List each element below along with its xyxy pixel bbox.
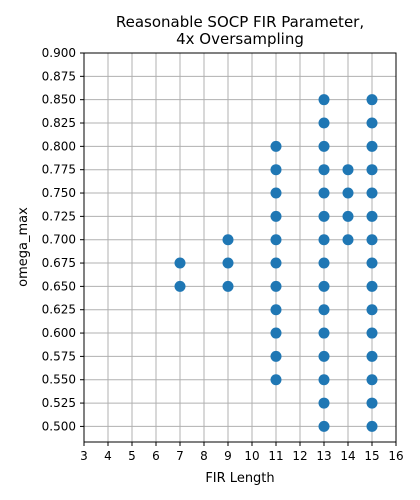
data-point (318, 420, 330, 432)
data-point (366, 420, 378, 432)
data-point (342, 210, 354, 222)
data-point (318, 187, 330, 199)
x-tick-label: 14 (340, 449, 355, 463)
data-point (270, 140, 282, 152)
data-point (270, 304, 282, 316)
y-tick-label: 0.650 (42, 279, 76, 293)
data-point (270, 350, 282, 362)
y-tick-label: 0.875 (42, 69, 76, 83)
y-tick-label: 0.775 (42, 163, 76, 177)
data-point (270, 234, 282, 246)
data-point (318, 397, 330, 409)
data-point (222, 280, 234, 292)
x-tick-label: 4 (104, 449, 112, 463)
data-point (318, 210, 330, 222)
chart-title-line-2: 4x Oversampling (176, 30, 304, 48)
data-point (318, 94, 330, 106)
data-point (366, 257, 378, 269)
x-tick-label: 16 (388, 449, 403, 463)
y-tick-label: 0.625 (42, 303, 76, 317)
data-point (366, 187, 378, 199)
x-tick-label: 5 (128, 449, 136, 463)
x-tick-label: 13 (316, 449, 331, 463)
x-tick-label: 9 (224, 449, 232, 463)
data-point (222, 234, 234, 246)
data-point (270, 374, 282, 386)
y-tick-label: 0.550 (42, 373, 76, 387)
y-tick-label: 0.575 (42, 349, 76, 363)
chart-title-line-1: Reasonable SOCP FIR Parameter, (116, 13, 364, 31)
data-point (342, 234, 354, 246)
data-point (318, 327, 330, 339)
data-point (366, 210, 378, 222)
data-point (366, 304, 378, 316)
data-point (318, 304, 330, 316)
x-tick-label: 8 (200, 449, 208, 463)
y-axis-ticks: 0.500 0.525 0.550 0.575 0.600 0.625 0.650 0.675… (42, 46, 84, 433)
data-point (222, 257, 234, 269)
data-point (366, 140, 378, 152)
data-point (366, 280, 378, 292)
plot-area-frame (83, 52, 397, 443)
y-tick-label: 0.500 (42, 419, 76, 433)
x-tick-label: 10 (244, 449, 259, 463)
data-point (318, 117, 330, 129)
data-points (174, 94, 378, 432)
data-point (270, 257, 282, 269)
data-point (318, 257, 330, 269)
data-point (318, 350, 330, 362)
y-tick-label: 0.800 (42, 139, 76, 153)
x-tick-label: 11 (268, 449, 283, 463)
data-point (366, 164, 378, 176)
y-tick-label: 0.525 (42, 396, 76, 410)
x-tick-label: 7 (176, 449, 184, 463)
data-point (318, 280, 330, 292)
data-point (366, 94, 378, 106)
data-point (174, 257, 186, 269)
x-tick-label: 15 (364, 449, 379, 463)
data-point (270, 164, 282, 176)
data-point (270, 280, 282, 292)
y-tick-label: 0.850 (42, 93, 76, 107)
y-tick-label: 0.750 (42, 186, 76, 200)
data-point (318, 140, 330, 152)
data-point (366, 327, 378, 339)
x-tick-label: 6 (152, 449, 160, 463)
y-tick-label: 0.700 (42, 233, 76, 247)
data-point (318, 234, 330, 246)
y-tick-label: 0.675 (42, 256, 76, 270)
data-point (366, 374, 378, 386)
y-tick-label: 0.725 (42, 209, 76, 223)
data-point (174, 280, 186, 292)
y-tick-label: 0.825 (42, 116, 76, 130)
data-point (366, 234, 378, 246)
data-point (342, 187, 354, 199)
y-axis-label: omega_max (16, 207, 31, 287)
y-tick-label: 0.600 (42, 326, 76, 340)
data-point (342, 164, 354, 176)
x-axis-label: FIR Length (205, 471, 274, 486)
data-point (270, 187, 282, 199)
x-tick-label: 3 (80, 449, 88, 463)
data-point (366, 397, 378, 409)
data-point (366, 350, 378, 362)
x-axis-ticks: 3 4 5 6 7 8 9 10 11 12 13 14 15 16 (80, 442, 404, 463)
data-point (270, 327, 282, 339)
data-point (318, 374, 330, 386)
data-point (318, 164, 330, 176)
data-point (366, 117, 378, 129)
y-tick-label: 0.900 (42, 46, 76, 60)
x-tick-label: 12 (292, 449, 307, 463)
data-point (270, 210, 282, 222)
